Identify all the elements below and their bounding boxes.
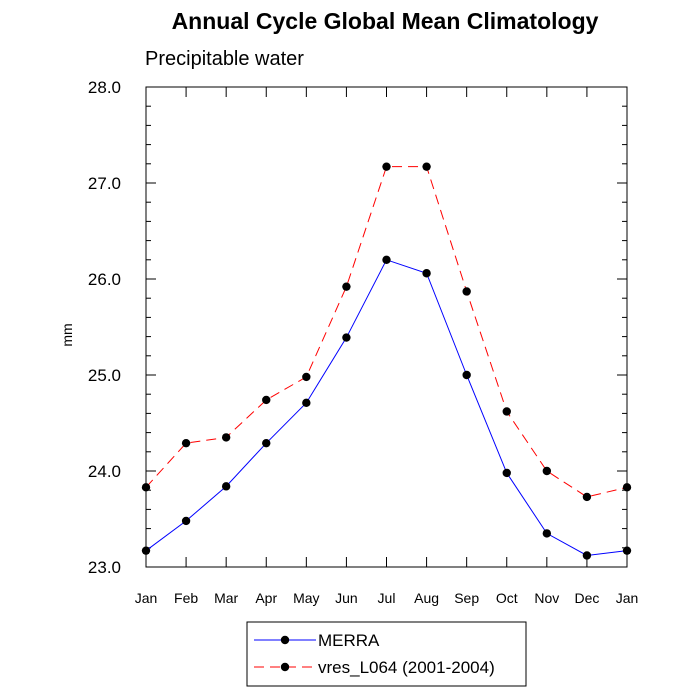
- series-1-point: [302, 398, 311, 408]
- series-1-point: [342, 333, 351, 342]
- series-2-point: [542, 466, 552, 476]
- series-1-point: [622, 546, 632, 555]
- series-1-point: [262, 438, 271, 448]
- series-line-1: [145, 259, 628, 556]
- y-tick-label: 27.0: [88, 174, 121, 193]
- y-tick-label: 24.0: [88, 462, 121, 481]
- x-tick-label: Sep: [454, 590, 479, 606]
- series-2-point: [582, 492, 592, 502]
- series-2-point: [422, 162, 431, 171]
- x-tick-label: Feb: [174, 590, 198, 606]
- x-tick-label: Aug: [414, 590, 439, 606]
- series-2-point: [262, 395, 271, 405]
- series-2-point: [302, 372, 311, 382]
- y-tick-label: 25.0: [88, 366, 121, 385]
- series-2-point: [382, 162, 391, 171]
- legend-label-1: MERRA: [318, 631, 380, 650]
- series-1-point: [141, 546, 151, 555]
- series-2-point: [462, 287, 471, 296]
- y-tick-label: 28.0: [88, 78, 121, 97]
- x-tick-label: Jan: [135, 590, 158, 606]
- series-2-point: [221, 433, 231, 442]
- x-tick-label: Dec: [574, 590, 599, 606]
- series-line-2: [145, 166, 628, 498]
- legend-marker-2: [280, 662, 290, 672]
- x-tick-label: Jan: [616, 590, 639, 606]
- series-1-point: [542, 529, 552, 538]
- x-tick-label: Jun: [335, 590, 358, 606]
- series-1-point: [462, 370, 471, 380]
- legend-label-2: vres_L064 (2001-2004): [318, 658, 495, 677]
- series-2-point: [141, 483, 151, 492]
- series-2-point: [181, 438, 191, 448]
- x-tick-label: Nov: [534, 590, 559, 606]
- chart-subtitle: Precipitable water: [145, 48, 304, 70]
- plot-frame: [145, 86, 628, 568]
- series-1-point: [382, 255, 391, 264]
- y-tick-label: 26.0: [88, 270, 121, 289]
- series-1-point: [582, 551, 592, 560]
- x-tick-label: Oct: [496, 590, 518, 606]
- series-1-point: [221, 482, 231, 491]
- series-2-point: [622, 483, 632, 492]
- chart-title: Annual Cycle Global Mean Climatology: [171, 8, 599, 34]
- series-2-point: [342, 282, 351, 291]
- series-1-point: [181, 516, 191, 526]
- x-tick-label: Jul: [378, 590, 396, 606]
- x-tick-label: May: [293, 590, 319, 606]
- x-tick-label: Mar: [214, 590, 238, 606]
- x-tick-label: Apr: [255, 590, 277, 606]
- legend-box: [246, 621, 527, 687]
- legend-marker-1: [280, 635, 290, 645]
- y-tick-label: 23.0: [88, 558, 121, 577]
- series-1-point: [422, 269, 431, 278]
- series-1-point: [502, 468, 511, 478]
- series-2-point: [502, 407, 511, 416]
